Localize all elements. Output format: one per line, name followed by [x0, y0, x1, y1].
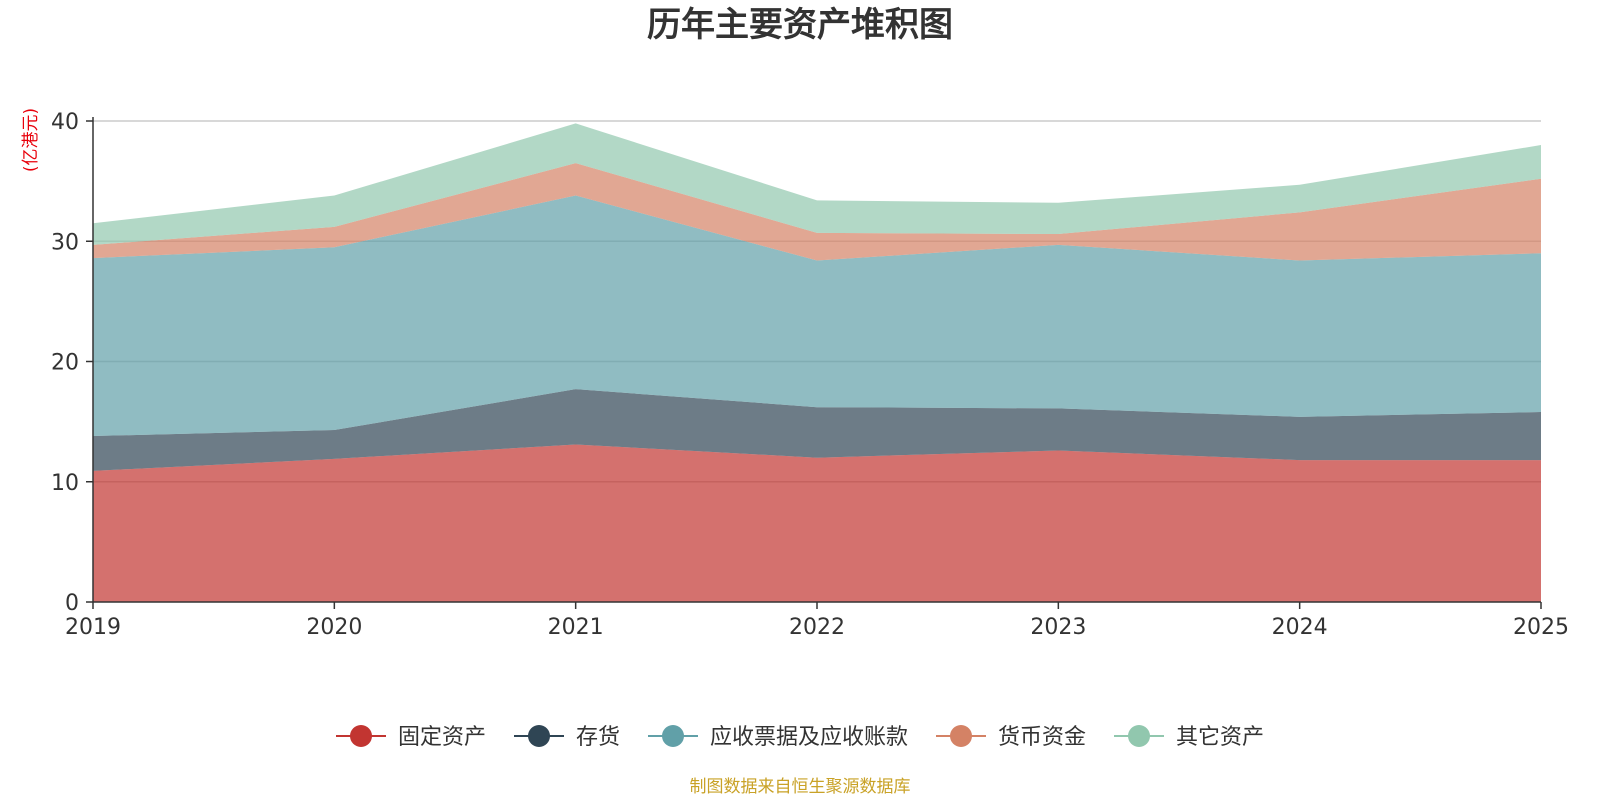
legend-marker: [662, 725, 684, 747]
legend-marker: [950, 725, 972, 747]
x-tick-label: 2019: [65, 615, 121, 640]
legend-item-2[interactable]: 应收票据及应收账款: [648, 725, 908, 750]
legend-item-0[interactable]: 固定资产: [336, 725, 486, 750]
legend-marker: [350, 725, 372, 747]
legend[interactable]: 固定资产 存货 应收票据及应收账款 货币资金 其它资产: [336, 725, 1264, 750]
area-series-4: [93, 123, 1541, 245]
area-series-1: [93, 389, 1541, 471]
y-tick-label: 20: [51, 351, 79, 376]
chart-title: 历年主要资产堆积图: [647, 5, 953, 45]
legend-marker: [528, 725, 550, 747]
y-axis-unit-label: (亿港元): [21, 108, 41, 172]
y-tick-label: 40: [51, 110, 79, 135]
area-series-3: [93, 163, 1541, 261]
legend-label: 货币资金: [998, 725, 1086, 750]
legend-item-3[interactable]: 货币资金: [936, 725, 1086, 750]
legend-label: 其它资产: [1176, 725, 1264, 750]
source-note: 制图数据来自恒生聚源数据库: [690, 777, 911, 797]
y-tick-label: 10: [51, 471, 79, 496]
legend-label: 应收票据及应收账款: [710, 725, 908, 750]
y-tick-label: 30: [51, 230, 79, 255]
area-series-0: [93, 444, 1541, 602]
legend-marker: [1128, 725, 1150, 747]
x-tick-label: 2022: [789, 615, 845, 640]
legend-item-1[interactable]: 存货: [514, 725, 620, 750]
x-tick-label: 2024: [1272, 615, 1328, 640]
x-tick-label: 2025: [1513, 615, 1569, 640]
area-series: [93, 123, 1541, 602]
x-tick-label: 2021: [548, 615, 604, 640]
y-tick-label: 0: [65, 591, 79, 616]
legend-label: 固定资产: [398, 725, 486, 750]
legend-label: 存货: [576, 725, 620, 750]
area-series-2: [93, 195, 1541, 437]
legend-item-4[interactable]: 其它资产: [1114, 725, 1264, 750]
x-tick-label: 2023: [1030, 615, 1086, 640]
axes: 0 10 20 30 40 2019 2020 2021 2022 2023 2024 2025: [51, 110, 1569, 640]
x-tick-label: 2020: [306, 615, 362, 640]
